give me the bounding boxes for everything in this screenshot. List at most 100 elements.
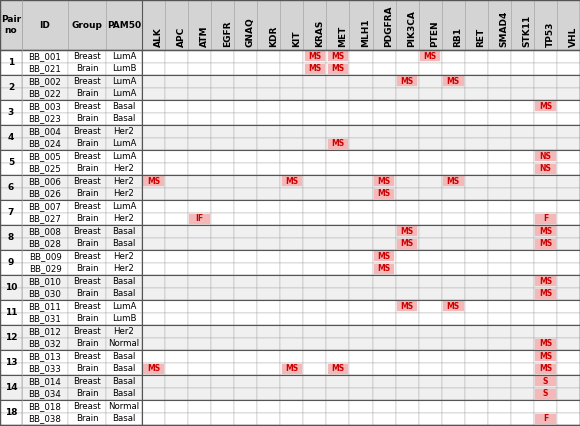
Bar [303,250,327,262]
Bar [0,375,22,388]
Bar [106,200,142,213]
Bar [165,0,188,50]
Bar [442,350,465,363]
Bar [165,100,188,112]
Bar [350,175,372,187]
Bar [511,138,534,150]
Bar [372,325,396,337]
Bar [211,350,234,363]
Text: Brain: Brain [75,89,99,98]
Text: 8: 8 [8,233,14,242]
Text: ATM: ATM [200,26,209,47]
Bar [68,162,106,175]
Bar [419,412,442,425]
Bar [557,225,580,238]
Text: Her2: Her2 [114,252,135,261]
Bar [557,388,580,400]
Bar [303,400,327,412]
Bar [534,275,557,288]
Text: Basal: Basal [113,227,136,236]
Bar [557,325,580,337]
Bar [328,364,348,374]
Bar [258,87,280,100]
Bar [534,138,557,150]
Bar [211,200,234,213]
Bar [442,288,465,300]
Bar [188,400,211,412]
Bar [234,400,258,412]
Bar [303,350,327,363]
Bar [0,200,22,213]
Bar [303,313,327,325]
Bar [106,275,142,288]
Bar [165,262,188,275]
Bar [534,187,557,200]
Bar [488,412,511,425]
Text: 12: 12 [5,333,17,342]
Bar [535,376,556,386]
Bar [303,337,327,350]
Bar [442,337,465,350]
Bar [280,200,303,213]
Text: 6: 6 [8,183,14,192]
Bar [258,412,280,425]
Bar [442,325,465,337]
Bar [22,125,68,138]
Bar [397,301,418,311]
Text: BB_002: BB_002 [28,77,61,86]
Bar [511,337,534,350]
Bar [142,238,165,250]
Bar [442,63,465,75]
Bar [304,64,325,74]
Bar [106,225,142,238]
Bar [22,325,68,337]
Bar [511,238,534,250]
Text: Brain: Brain [75,414,99,423]
Bar [0,0,22,50]
Bar [22,250,68,262]
Bar [0,363,22,375]
Text: Breast: Breast [73,302,101,311]
Bar [106,175,142,187]
Bar [511,213,534,225]
Bar [165,150,188,162]
Bar [534,213,557,225]
Bar [488,175,511,187]
Bar [465,350,488,363]
Bar [396,213,419,225]
Bar [465,288,488,300]
Bar [372,87,396,100]
Bar [442,75,465,87]
Bar [511,225,534,238]
Bar [465,63,488,75]
Bar [465,388,488,400]
Bar [396,262,419,275]
Bar [106,400,142,412]
Bar [372,175,396,187]
Text: Her2: Her2 [114,327,135,336]
Bar [443,301,463,311]
Bar [465,275,488,288]
Bar [142,337,165,350]
Bar [327,87,350,100]
Text: Breast: Breast [73,252,101,261]
Bar [350,250,372,262]
Bar [511,350,534,363]
Bar [397,226,418,236]
Bar [258,75,280,87]
Bar [142,225,165,238]
Bar [280,175,303,187]
Bar [234,63,258,75]
Bar [234,363,258,375]
Bar [350,200,372,213]
Bar [419,350,442,363]
Bar [396,375,419,388]
Bar [188,213,211,225]
Bar [465,400,488,412]
Bar [22,288,68,300]
Bar [350,63,372,75]
Text: BB_026: BB_026 [28,189,61,198]
Bar [280,112,303,125]
Bar [22,238,68,250]
Bar [280,138,303,150]
